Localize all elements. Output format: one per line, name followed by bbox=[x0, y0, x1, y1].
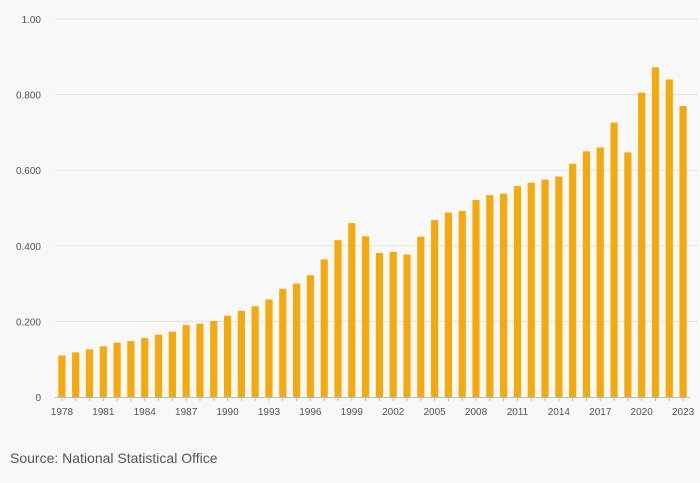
bar bbox=[58, 355, 66, 397]
y-tick-label: 0.800 bbox=[16, 91, 41, 102]
bar bbox=[596, 147, 604, 397]
x-tick-label: 2011 bbox=[507, 407, 529, 418]
bar bbox=[610, 122, 618, 397]
y-tick-label: 0.600 bbox=[16, 166, 41, 177]
bar bbox=[431, 220, 439, 397]
bar bbox=[569, 163, 577, 397]
y-tick-label: 0.200 bbox=[16, 317, 41, 328]
y-tick-label: 0 bbox=[35, 393, 41, 404]
bar bbox=[85, 349, 94, 397]
bar bbox=[72, 352, 80, 397]
bar bbox=[624, 152, 632, 397]
bar bbox=[472, 200, 480, 397]
axes: 0 0.200 0.400 0.600 0.800 1.00 1978 1981 1984 198… bbox=[16, 15, 695, 418]
bar bbox=[141, 338, 149, 397]
bar bbox=[513, 186, 522, 397]
bar bbox=[99, 346, 107, 397]
bar bbox=[292, 283, 301, 397]
bar bbox=[154, 334, 163, 397]
x-tick-label: 2005 bbox=[423, 407, 446, 418]
x-tick-label: 1999 bbox=[341, 407, 364, 418]
bar bbox=[210, 321, 218, 397]
bar bbox=[279, 288, 287, 397]
bar bbox=[527, 182, 535, 397]
bar bbox=[555, 176, 563, 397]
gridlines bbox=[55, 18, 698, 322]
bar bbox=[127, 341, 135, 397]
bars bbox=[58, 67, 687, 398]
bar bbox=[444, 212, 453, 397]
x-tick-label: 2017 bbox=[589, 407, 612, 418]
bar bbox=[334, 240, 342, 397]
x-tick-label: 2008 bbox=[465, 407, 488, 418]
bar bbox=[182, 325, 190, 397]
bar bbox=[679, 105, 687, 397]
x-tick-label: 2020 bbox=[631, 407, 654, 418]
bar bbox=[403, 254, 411, 397]
bar bbox=[362, 236, 370, 397]
y-tick-label: 0.400 bbox=[16, 242, 41, 253]
bar bbox=[389, 251, 397, 397]
bar bbox=[265, 299, 273, 397]
x-tick-label: 1978 bbox=[51, 407, 74, 418]
bar bbox=[196, 323, 204, 397]
y-tick-label: 1.00 bbox=[22, 15, 42, 26]
x-tick-label: 1993 bbox=[258, 407, 281, 418]
bar bbox=[651, 67, 660, 397]
bar bbox=[638, 92, 646, 398]
bar bbox=[486, 195, 494, 397]
bar bbox=[251, 306, 259, 397]
x-tick-label: 2002 bbox=[382, 407, 405, 418]
bar bbox=[500, 193, 508, 397]
bar bbox=[458, 211, 466, 397]
bar bbox=[306, 275, 314, 397]
bar bbox=[582, 151, 591, 397]
x-tick-label: 2014 bbox=[548, 407, 571, 418]
bar bbox=[113, 342, 121, 397]
bar-chart: 0 0.200 0.400 0.600 0.800 1.00 1978 1981 1984 198… bbox=[16, 15, 698, 418]
x-tick-label: 1996 bbox=[299, 407, 322, 418]
bar bbox=[375, 252, 383, 397]
bar bbox=[168, 331, 176, 397]
x-tick-label: 1987 bbox=[175, 407, 198, 418]
bar bbox=[665, 79, 673, 397]
chart-svg: 0 0.200 0.400 0.600 0.800 1.00 1978 1981 1984 198… bbox=[16, 15, 698, 418]
bar bbox=[348, 223, 356, 397]
source-note: Source: National Statistical Office bbox=[10, 450, 218, 466]
bar bbox=[237, 310, 245, 397]
x-tick-label: 2023 bbox=[672, 407, 695, 418]
x-tick-label: 1984 bbox=[134, 407, 157, 418]
bar bbox=[417, 236, 425, 397]
x-tick-label: 1981 bbox=[92, 407, 115, 418]
x-tick-label: 1990 bbox=[216, 407, 239, 418]
bar bbox=[541, 179, 549, 397]
bar bbox=[223, 315, 232, 397]
bar bbox=[320, 259, 328, 397]
